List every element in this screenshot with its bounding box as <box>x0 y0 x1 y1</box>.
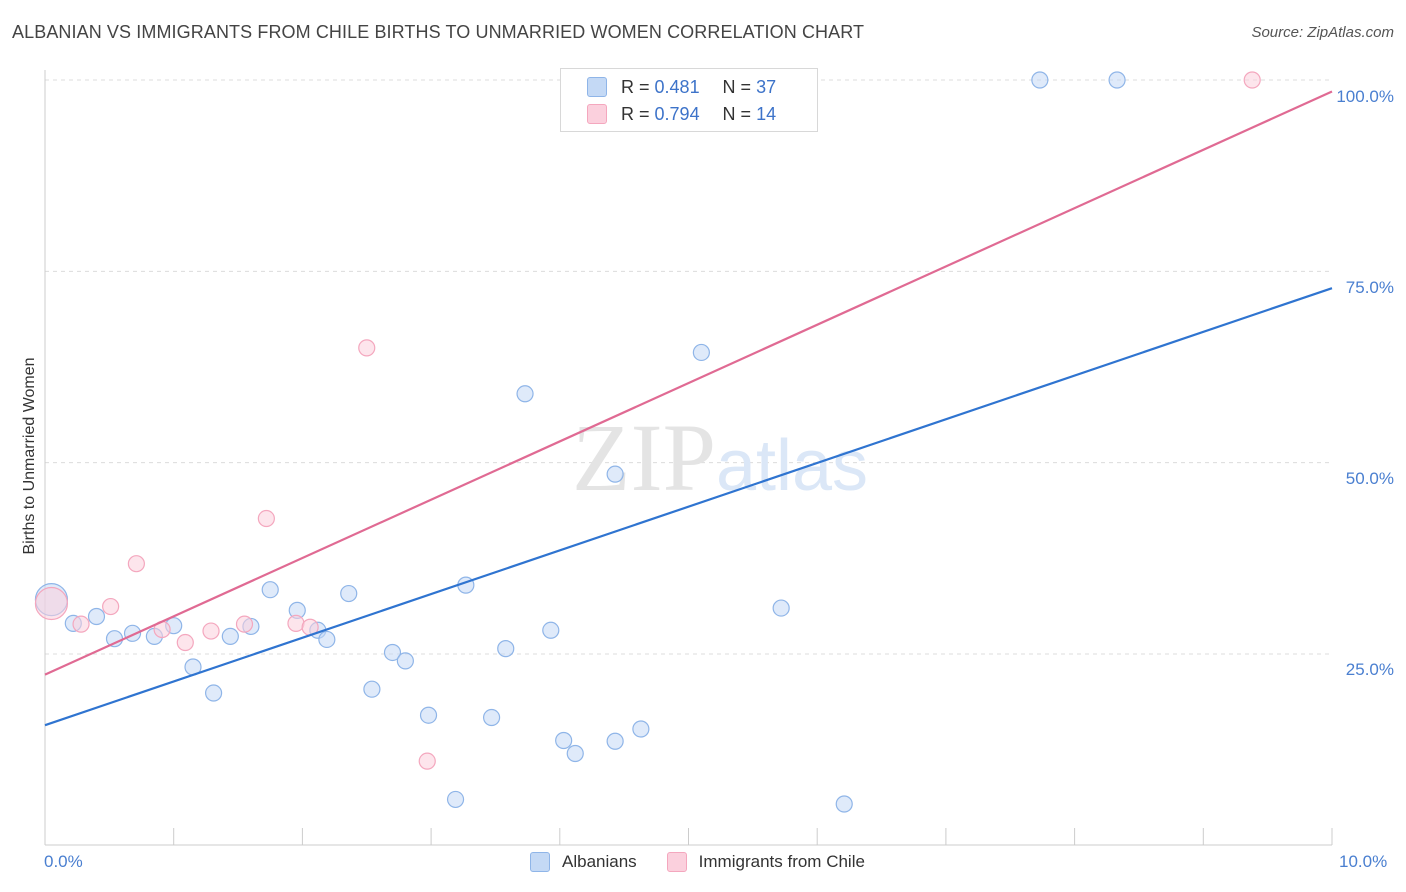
point-chile <box>1243 71 1261 89</box>
trendline-albanians <box>44 287 1333 727</box>
r-value: 0.481 <box>654 76 700 97</box>
point-chile <box>418 752 436 770</box>
point-albanians <box>542 621 560 639</box>
point-albanians <box>318 630 336 649</box>
y-tick-label: 25.0% <box>1345 660 1394 679</box>
legend-item-albanians: Albanians <box>530 852 637 872</box>
point-chile <box>358 339 376 357</box>
point-albanians <box>1031 71 1049 89</box>
legend-swatch <box>530 852 550 872</box>
point-albanians <box>396 652 414 670</box>
point-albanians <box>419 706 438 724</box>
point-albanians <box>772 599 790 617</box>
source-label: Source: ZipAtlas.com <box>1251 24 1394 41</box>
stats-legend: R = 0.481 N = 37 R = 0.794 N = 14 <box>560 68 818 132</box>
point-chile <box>127 555 145 573</box>
point-chile <box>72 615 90 633</box>
point-albanians <box>482 708 501 727</box>
legend-item-chile: Immigrants from Chile <box>666 852 865 872</box>
point-albanians <box>446 790 465 809</box>
series-legend: Albanians Immigrants from Chile <box>530 852 895 872</box>
legend-swatch <box>587 104 607 124</box>
point-albanians <box>363 680 381 698</box>
point-chile <box>257 509 275 528</box>
chart-title: ALBANIAN VS IMMIGRANTS FROM CHILE BIRTHS… <box>12 22 865 42</box>
point-albanians <box>692 343 710 362</box>
point-chile <box>235 615 254 633</box>
point-chile <box>287 614 305 632</box>
point-albanians <box>516 385 534 403</box>
n-label: N = <box>722 103 752 124</box>
point-albanians <box>383 643 402 662</box>
point-albanians <box>555 731 573 750</box>
point-albanians <box>340 584 358 603</box>
point-chile <box>102 597 120 616</box>
watermark: ZIPatlas <box>572 404 868 511</box>
r-label: R = <box>621 76 650 97</box>
x-tick-label: 10.0% <box>1339 852 1388 871</box>
point-albanians <box>606 732 624 750</box>
stats-row-chile: R = 0.794 N = 14 <box>587 101 776 127</box>
point-albanians <box>606 465 624 483</box>
point-albanians <box>632 720 650 738</box>
point-albanians <box>566 744 584 763</box>
n-value: 14 <box>756 103 777 124</box>
point-chile <box>34 586 69 621</box>
point-albanians <box>221 627 239 645</box>
legend-label: Immigrants from Chile <box>698 852 865 871</box>
y-tick-label: 50.0% <box>1345 469 1394 488</box>
trendline-chile <box>44 90 1333 676</box>
n-label: N = <box>722 76 752 97</box>
legend-swatch <box>587 77 607 97</box>
point-albanians <box>204 684 223 702</box>
n-value: 37 <box>756 76 777 97</box>
point-albanians <box>497 640 515 658</box>
x-tick-label: 0.0% <box>44 852 83 871</box>
r-label: R = <box>621 103 650 124</box>
point-chile <box>202 622 220 640</box>
legend-swatch <box>666 852 687 872</box>
point-albanians <box>835 795 853 813</box>
r-value: 0.794 <box>654 103 700 124</box>
legend-label: Albanians <box>562 852 637 871</box>
stats-row-albanians: R = 0.481 N = 37 <box>587 74 776 100</box>
y-tick-label: 100.0% <box>1336 87 1394 106</box>
y-tick-label: 75.0% <box>1345 278 1394 297</box>
point-albanians <box>1108 71 1126 89</box>
point-albanians <box>87 607 106 626</box>
point-albanians <box>261 581 279 599</box>
point-chile <box>176 633 194 652</box>
